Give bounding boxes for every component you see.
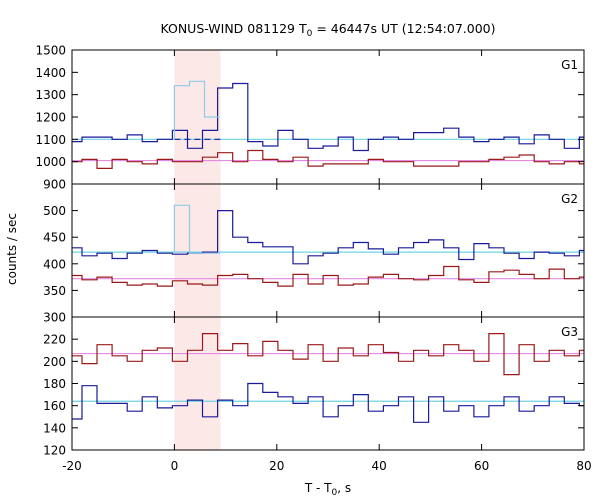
y-tick-label: 160 (43, 399, 66, 413)
panel-frame (71, 316, 585, 451)
y-tick-label: 140 (43, 421, 66, 435)
panel-g2: 300 350 400 450 500 G2 (43, 183, 585, 325)
x-tick-labels: -20 0 20 40 60 80 (62, 459, 591, 473)
x-axis-label: T - T0, s (304, 481, 351, 498)
chart-title-subscript: 0 (307, 29, 313, 39)
chart-title-main: KONUS-WIND 081129 T (160, 21, 306, 36)
y-tick-label: 1500 (35, 44, 66, 58)
burst-counts-step-line (173, 80, 220, 140)
y-tick-label: 120 (43, 444, 66, 458)
y-tick-label: 1000 (35, 155, 66, 169)
count-rate-step-line (72, 333, 584, 376)
y-tick-label: 1400 (35, 66, 66, 80)
burst-interval-highlight (174, 317, 221, 450)
y-axis-label: counts / sec (5, 213, 19, 285)
count-rate-step-line (72, 82, 584, 152)
y-tick-label: 1100 (35, 133, 66, 147)
y-tick-label: 500 (43, 204, 66, 218)
y-tick-label: 450 (43, 231, 66, 245)
x-tick-label: 60 (474, 459, 489, 473)
y-tick-label: 350 (43, 284, 66, 298)
count-rate-step-line (72, 210, 584, 265)
x-axis-label-subscript: 0 (332, 488, 338, 498)
x-axis-label-rest: , s (337, 481, 351, 495)
y-tick-label: 1300 (35, 88, 66, 102)
panel-g3: 120 140 160 180 200 220 G3 (43, 316, 585, 458)
burst-counts-step-line (173, 204, 220, 254)
count-rate-step-line (72, 265, 584, 287)
y-tick-label: 220 (43, 333, 66, 347)
burst-interval-highlight (174, 184, 221, 317)
panel-label: G2 (561, 192, 578, 206)
y-tick-label: 300 (43, 311, 66, 325)
chart-title: KONUS-WIND 081129 T0 = 46447s UT (12:54:… (160, 21, 495, 39)
x-tick-label: 0 (171, 459, 179, 473)
y-tick-label: 180 (43, 377, 66, 391)
y-tick-label: 1200 (35, 111, 66, 125)
panel-g1: 900 1000 1100 1200 1300 1400 1500 G1 (35, 44, 585, 192)
x-tick-label: -20 (62, 459, 82, 473)
panel-label: G3 (561, 325, 578, 339)
y-tick-label: 900 (43, 178, 66, 192)
count-rate-step-line (72, 382, 584, 423)
y-tick-label: 400 (43, 257, 66, 271)
chart-title-rest: = 46447s UT (12:54:07.000) (312, 21, 495, 36)
x-axis-label-main: T - T (304, 481, 332, 495)
x-tick-label: 20 (269, 459, 284, 473)
x-tick-label: 40 (372, 459, 387, 473)
count-rate-step-line (72, 149, 584, 169)
panel-label: G1 (561, 58, 578, 72)
x-tick-label: 80 (576, 459, 591, 473)
y-tick-label: 200 (43, 355, 66, 369)
